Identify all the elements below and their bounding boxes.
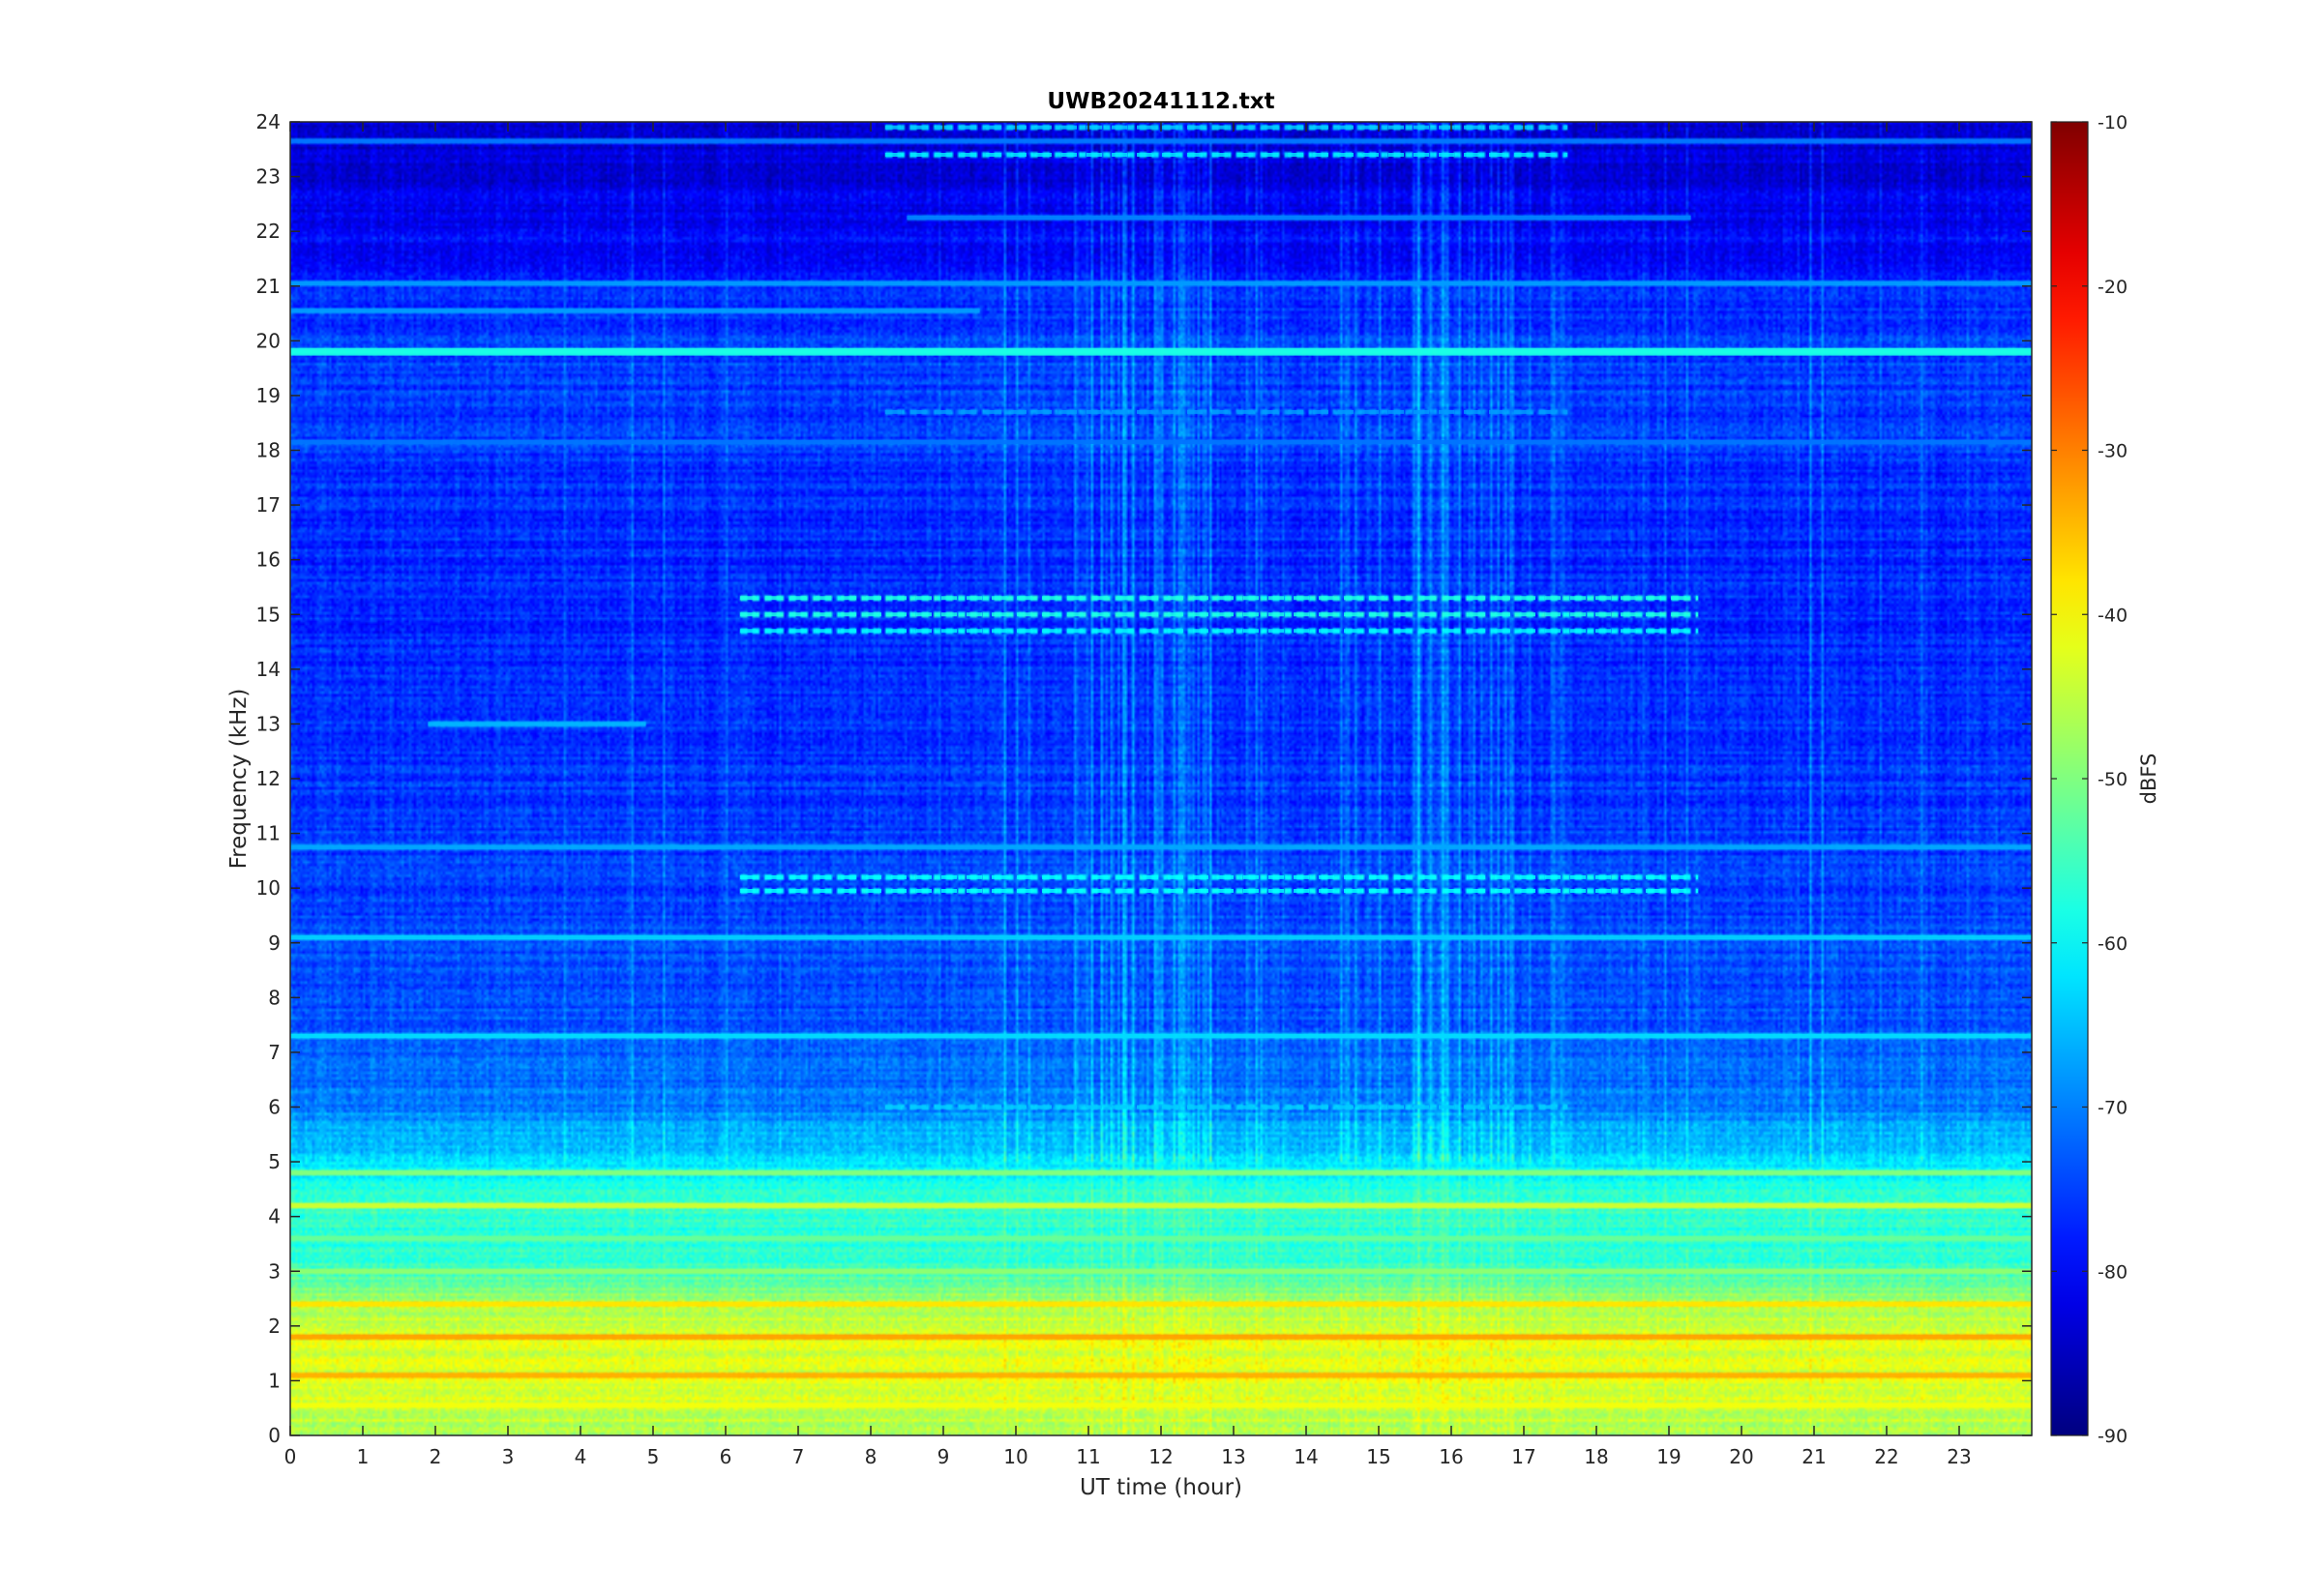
y-tick-label: 10 [256, 876, 281, 900]
chart-title: UWB20241112.txt [1047, 89, 1274, 114]
x-tick-label: 19 [1656, 1445, 1681, 1468]
colorbar-tick-label: -70 [2098, 1098, 2128, 1119]
x-tick-label: 18 [1584, 1445, 1608, 1468]
x-tick-label: 1 [357, 1445, 370, 1468]
y-tick-label: 24 [256, 110, 281, 133]
x-tick-label: 14 [1294, 1445, 1318, 1468]
y-tick-label: 3 [268, 1259, 281, 1283]
x-tick-label: 0 [284, 1445, 297, 1468]
y-tick-label: 1 [268, 1369, 281, 1392]
y-tick-label: 0 [268, 1424, 281, 1447]
x-tick-label: 17 [1511, 1445, 1535, 1468]
colorbar: -10 -20 -30 -40 -50 -60 -70 -80 -90 dBFS [2050, 112, 2160, 1447]
x-tick-label: 15 [1366, 1445, 1390, 1468]
colorbar-tick-label: -30 [2098, 441, 2128, 462]
y-tick-label: 14 [256, 658, 281, 681]
x-tick-label: 9 [938, 1445, 950, 1468]
y-tick-label: 11 [256, 822, 281, 845]
y-tick-label: 23 [256, 165, 281, 189]
x-tick-label: 5 [647, 1445, 660, 1468]
x-tick-label: 7 [792, 1445, 805, 1468]
x-tick-label: 23 [1947, 1445, 1971, 1468]
x-tick-label: 6 [720, 1445, 732, 1468]
y-tick-label: 6 [268, 1096, 281, 1119]
y-tick-label: 18 [256, 439, 281, 462]
plot-area [289, 121, 2033, 1436]
y-tick-label: 9 [268, 931, 281, 955]
x-tick-label: 13 [1221, 1445, 1245, 1468]
x-tick-label: 12 [1148, 1445, 1173, 1468]
x-tick-label: 8 [865, 1445, 878, 1468]
x-tick-label: 2 [430, 1445, 442, 1468]
spectrogram-features [290, 125, 2032, 1407]
x-tick-label: 21 [1801, 1445, 1826, 1468]
y-tick-label: 5 [268, 1150, 281, 1173]
colorbar-ticks: -10 -20 -30 -40 -50 -60 -70 -80 -90 [2051, 112, 2128, 1447]
y-tick-label: 12 [256, 767, 281, 790]
spectrogram-heatmap [290, 122, 2032, 1435]
y-tick-label: 22 [256, 220, 281, 243]
y-tick-label: 2 [268, 1315, 281, 1338]
y-tick-label: 15 [256, 603, 281, 626]
colorbar-tick-label: -80 [2098, 1261, 2128, 1283]
x-tick-label: 11 [1076, 1445, 1100, 1468]
x-tick-label: 3 [502, 1445, 515, 1468]
x-tick-label: 4 [575, 1445, 587, 1468]
x-tick-label: 16 [1439, 1445, 1463, 1468]
y-tick-label: 19 [256, 384, 281, 407]
colorbar-tick-label: -60 [2098, 933, 2128, 955]
y-tick-label: 20 [256, 329, 281, 352]
y-tick-label: 4 [268, 1205, 281, 1228]
colorbar-tick-label: -40 [2098, 605, 2128, 626]
colorbar-tick-label: -90 [2098, 1426, 2128, 1447]
colorbar-tick-label: -10 [2098, 112, 2128, 133]
y-tick-label: 7 [268, 1041, 281, 1064]
colorbar-tick-label: -50 [2098, 769, 2128, 790]
x-tick-label: 10 [1003, 1445, 1027, 1468]
y-tick-label: 13 [256, 712, 281, 735]
x-axis: 0 1 2 3 4 5 6 7 8 9 10 11 12 13 14 15 16 17 18 19 20 21 22 23 [284, 122, 1972, 1468]
x-tick-label: 22 [1874, 1445, 1898, 1468]
y-tick-label: 21 [256, 275, 281, 298]
x-tick-label: 20 [1729, 1445, 1753, 1468]
y-axis-label: Frequency (kHz) [226, 689, 252, 870]
x-axis-label: UT time (hour) [1080, 1475, 1242, 1500]
y-tick-label: 17 [256, 493, 281, 517]
y-tick-label: 8 [268, 986, 281, 1009]
colorbar-tick-label: -20 [2098, 277, 2128, 298]
y-tick-label: 16 [256, 548, 281, 572]
colorbar-label: dBFS [2137, 754, 2160, 805]
